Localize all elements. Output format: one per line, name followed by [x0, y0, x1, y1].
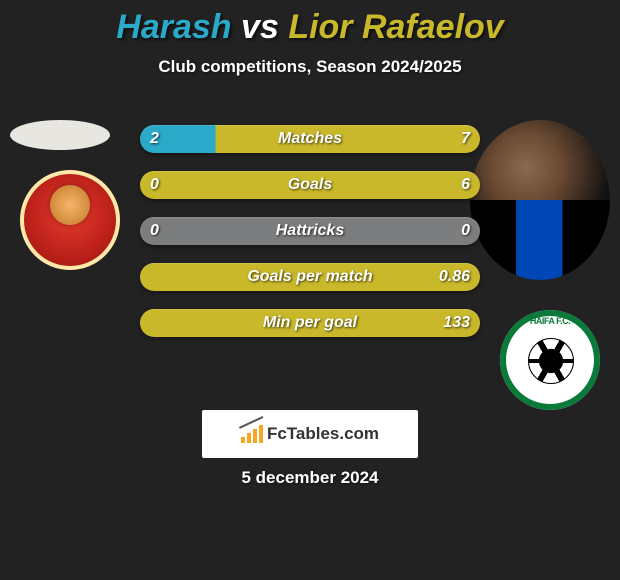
- vs-text: vs: [241, 8, 279, 46]
- stat-value-right: 133: [443, 309, 470, 337]
- sponsor-text: lier: [581, 128, 598, 140]
- stats-panel: 2Matches70Goals60Hattricks0Goals per mat…: [140, 125, 480, 355]
- stat-value-right: 0: [461, 217, 470, 245]
- watermark-text: FcTables.com: [267, 424, 379, 444]
- stat-label: Hattricks: [140, 217, 480, 245]
- stat-row: Min per goal133: [140, 309, 480, 337]
- stat-value-right: 0.86: [439, 263, 470, 291]
- stat-row: Goals per match0.86: [140, 263, 480, 291]
- stat-row: 0Hattricks0: [140, 217, 480, 245]
- chart-icon: [241, 425, 263, 443]
- stat-row: 0Goals6: [140, 171, 480, 199]
- player1-name: Harash: [116, 8, 231, 46]
- player1-club-crest: [20, 170, 120, 270]
- stat-label: Matches: [140, 125, 480, 153]
- stat-value-right: 7: [461, 125, 470, 153]
- stat-label: Goals: [140, 171, 480, 199]
- stat-row: 2Matches7: [140, 125, 480, 153]
- stat-value-right: 6: [461, 171, 470, 199]
- subtitle: Club competitions, Season 2024/2025: [0, 57, 620, 77]
- player2-club-crest: HAIFA F.C.: [500, 310, 600, 410]
- stat-label: Min per goal: [140, 309, 480, 337]
- player1-avatar-placeholder: [10, 120, 110, 150]
- player2-name: Lior Rafaelov: [288, 8, 503, 46]
- watermark: FcTables.com: [202, 410, 418, 458]
- comparison-title: Harash vs Lior Rafaelov: [0, 0, 620, 47]
- stat-label: Goals per match: [140, 263, 480, 291]
- player2-avatar: lier: [470, 120, 610, 280]
- date-text: 5 december 2024: [0, 468, 620, 488]
- crest-label: HAIFA F.C.: [500, 316, 600, 326]
